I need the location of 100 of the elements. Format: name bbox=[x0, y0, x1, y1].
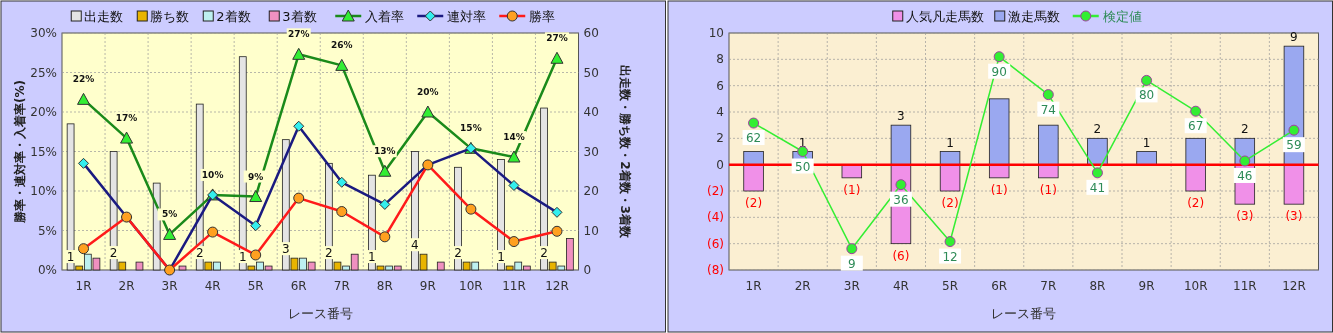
x-tick-label: 10R bbox=[459, 279, 483, 293]
x-axis-title: レース番号 bbox=[990, 306, 1056, 321]
data-label: 80 bbox=[1138, 88, 1154, 103]
x-tick-label: 3R bbox=[161, 279, 178, 293]
x-tick-label: 4R bbox=[892, 279, 909, 293]
bar bbox=[1184, 164, 1206, 192]
point bbox=[1140, 74, 1152, 86]
legend-label: 人気凡走馬数 bbox=[905, 9, 984, 24]
x-tick-label: 12R bbox=[1281, 279, 1306, 293]
y-tick-label: 10 bbox=[708, 26, 724, 40]
x-axis-title: レース番号 bbox=[287, 306, 353, 321]
data-label: (1) bbox=[842, 182, 860, 197]
x-tick-label: 11R bbox=[1232, 279, 1257, 293]
data-label: 1 bbox=[238, 250, 247, 265]
legend-label: 勝率 bbox=[529, 9, 556, 24]
bar bbox=[988, 98, 1009, 166]
legend-label: 2着数 bbox=[216, 9, 251, 24]
y-tick-label: (2) bbox=[706, 184, 724, 198]
point bbox=[796, 146, 808, 157]
x-tick-label: 7R bbox=[1039, 279, 1056, 293]
data-label: 2 bbox=[540, 246, 548, 261]
data-label: 9 bbox=[847, 256, 856, 271]
data-label: 14% bbox=[503, 132, 525, 143]
data-label: 1 bbox=[1142, 135, 1150, 150]
bar bbox=[135, 261, 144, 271]
legend-label: 3着数 bbox=[282, 9, 317, 24]
data-label: 2 bbox=[1240, 122, 1249, 137]
data-label: 62 bbox=[745, 131, 761, 146]
data-label: 59 bbox=[1285, 138, 1302, 153]
data-label: (1) bbox=[1039, 182, 1057, 197]
data-label: 2 bbox=[325, 246, 333, 261]
data-label: 1 bbox=[798, 135, 807, 150]
data-label: 10% bbox=[201, 169, 224, 180]
y-tick-label: 0 bbox=[715, 157, 724, 172]
point bbox=[894, 179, 906, 191]
data-label: 2 bbox=[109, 246, 118, 261]
x-tick-label: 1R bbox=[75, 279, 92, 293]
x-tick-label: 5R bbox=[247, 279, 264, 293]
data-label: 20% bbox=[417, 87, 439, 97]
data-label: 13% bbox=[374, 146, 396, 157]
data-label: 1 bbox=[945, 135, 954, 150]
data-label: 22% bbox=[72, 74, 95, 85]
x-tick-label: 12R bbox=[545, 279, 569, 293]
y2-tick-label: 40 bbox=[583, 105, 599, 119]
x-tick-label: 11R bbox=[502, 279, 526, 293]
y-tick-label: (6) bbox=[706, 236, 724, 251]
bar bbox=[742, 164, 764, 192]
y2-tick-label: 20 bbox=[583, 184, 599, 198]
data-label: 3 bbox=[282, 242, 290, 257]
data-label: (3) bbox=[1235, 209, 1253, 224]
data-label: 17% bbox=[115, 113, 138, 124]
y-tick-label: 6 bbox=[715, 78, 724, 93]
data-label: 9% bbox=[248, 171, 264, 182]
y2-tick-label: 0 bbox=[583, 263, 592, 277]
x-tick-label: 8R bbox=[376, 279, 393, 293]
point bbox=[1091, 167, 1103, 179]
x-tick-label: 4R bbox=[204, 279, 221, 293]
x-tick-label: 7R bbox=[333, 279, 350, 293]
y-tick-label: 25% bbox=[30, 65, 57, 80]
y-tick-label: 2 bbox=[715, 131, 724, 146]
legend-label: 出走数 bbox=[84, 9, 124, 24]
data-label: 67 bbox=[1187, 119, 1203, 134]
data-label: 3 bbox=[896, 109, 905, 124]
data-label: 2 bbox=[1093, 122, 1101, 137]
y2-axis-title: 出走数・勝ち数・2着数・3着数 bbox=[617, 65, 632, 239]
legend-label: 連対率 bbox=[447, 9, 487, 24]
x-tick-label: 3R bbox=[843, 279, 860, 293]
y2-tick-label: 30 bbox=[583, 144, 599, 159]
data-label: 27% bbox=[287, 29, 310, 40]
data-label: 74 bbox=[1040, 102, 1056, 117]
y-tick-label: 4 bbox=[715, 105, 724, 119]
point bbox=[845, 243, 857, 255]
legend-label: 検定値 bbox=[1102, 9, 1142, 24]
legend-label: 入着率 bbox=[365, 9, 405, 24]
y2-tick-label: 60 bbox=[583, 26, 599, 40]
y-tick-label: 10% bbox=[30, 184, 57, 198]
point bbox=[1238, 155, 1250, 167]
data-label: 5% bbox=[161, 209, 178, 220]
y-tick-label: 20% bbox=[30, 105, 57, 119]
data-label: (2) bbox=[744, 196, 762, 210]
y-axis-title: 勝率・連対率・入着率(%) bbox=[13, 80, 27, 224]
y2-tick-label: 10 bbox=[583, 223, 599, 238]
y-tick-label: 8 bbox=[715, 52, 724, 67]
bar bbox=[939, 164, 960, 192]
y-tick-label: 0% bbox=[37, 263, 57, 277]
data-label: 2 bbox=[195, 246, 204, 261]
data-label: 1 bbox=[66, 250, 75, 265]
data-label: (3) bbox=[1284, 209, 1302, 224]
data-label: 9 bbox=[1289, 30, 1298, 45]
data-label: 4 bbox=[411, 238, 419, 253]
y-tick-label: 15% bbox=[30, 144, 57, 159]
x-tick-label: 9R bbox=[1138, 279, 1155, 293]
bar bbox=[890, 124, 911, 166]
bar bbox=[1037, 124, 1059, 166]
data-label: 50 bbox=[794, 159, 810, 174]
y-tick-label: (4) bbox=[706, 210, 724, 225]
data-label: 2 bbox=[454, 246, 462, 261]
point bbox=[993, 51, 1005, 63]
point bbox=[1042, 89, 1054, 101]
y-tick-label: (8) bbox=[706, 263, 724, 277]
